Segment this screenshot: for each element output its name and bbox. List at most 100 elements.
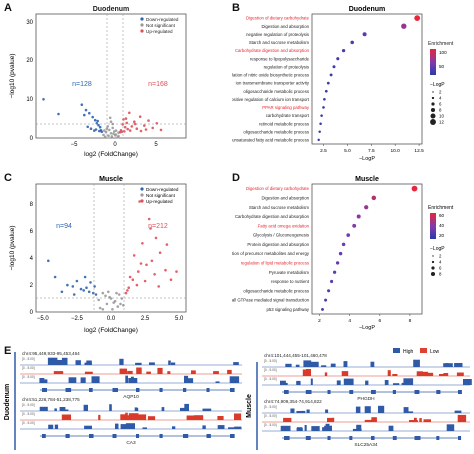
signal-peak bbox=[296, 380, 301, 385]
volcano-point bbox=[98, 125, 102, 129]
track-blocks: chr4:95,449,933-95,453,464[0 - 5.00][0 -… bbox=[20, 351, 472, 448]
svg-text:−5: −5 bbox=[71, 142, 79, 148]
signal-peak bbox=[454, 363, 463, 367]
size-legend-label: 6 bbox=[439, 102, 442, 107]
volcano-point bbox=[108, 116, 112, 120]
term-label: carbohydrate transport bbox=[266, 113, 310, 118]
signal-peak bbox=[48, 424, 54, 429]
svg-text:Up-regulated: Up-regulated bbox=[146, 29, 173, 34]
term-label: response to lipopolysaccharide bbox=[250, 56, 310, 61]
enrichment-point bbox=[320, 114, 323, 117]
gene-exon bbox=[349, 390, 354, 394]
size-legend-label: 10 bbox=[439, 114, 444, 119]
volcano-point bbox=[125, 121, 129, 125]
term-label: Digestion of dietary carbohydrate bbox=[246, 186, 310, 191]
volcano-point bbox=[98, 306, 102, 310]
volcano-point bbox=[169, 278, 173, 281]
enrich-d-terms: Digestion of dietary carbohydrate Digesti… bbox=[232, 186, 310, 312]
volcano-a-points bbox=[42, 98, 163, 139]
svg-text:Enrichment: Enrichment bbox=[428, 41, 454, 47]
volcano-point bbox=[135, 283, 139, 287]
volcano-point bbox=[149, 227, 152, 230]
volcano-point bbox=[60, 290, 64, 294]
track-locus: chr4:51,226,784-51,238,775 bbox=[22, 397, 80, 402]
volcano-c-yticks: 0 2 4 6 8 bbox=[30, 202, 34, 316]
signal-peak bbox=[310, 378, 313, 385]
gene-exon bbox=[42, 434, 46, 438]
track-scale: [0 - 5.00] bbox=[22, 366, 35, 370]
volcano-point bbox=[101, 291, 105, 295]
track-scale: [0 - 5.00] bbox=[264, 377, 277, 381]
track-scale: [0 - 5.00] bbox=[22, 357, 35, 361]
term-label: Digestion and absorption bbox=[261, 24, 309, 29]
signal-peak bbox=[280, 425, 291, 431]
volcano-point bbox=[143, 279, 147, 283]
track-scale: [0 - 5.00] bbox=[22, 375, 35, 379]
signal-peak bbox=[309, 361, 319, 367]
enrich-b-terms: Digestion of dietary carbohydrate Digesti… bbox=[232, 16, 310, 143]
volcano-a-legend: Down-regulated Not significant Up-regula… bbox=[140, 17, 179, 34]
volcano-point bbox=[133, 120, 136, 123]
signal-peak bbox=[302, 369, 308, 376]
term-label: Protein digestion and absorption bbox=[247, 242, 309, 247]
volcano-point bbox=[98, 129, 101, 133]
volcano-c-ylabel: −log10 (pvalue) bbox=[9, 226, 16, 271]
enrich-d-xlabel: −LogP bbox=[359, 325, 375, 331]
signal-peak bbox=[115, 423, 119, 429]
gene-exon bbox=[183, 388, 187, 392]
volcano-point bbox=[110, 135, 114, 138]
signal-peak bbox=[54, 408, 57, 411]
signal-peak bbox=[42, 379, 48, 383]
signal-peak bbox=[296, 428, 303, 431]
signal-peak bbox=[161, 407, 165, 411]
svg-text:20: 20 bbox=[26, 58, 33, 64]
volcano-point bbox=[85, 286, 88, 289]
volcano-a-xlabel: log2 (FoldChange) bbox=[84, 151, 138, 158]
enrich-b-title: Duodenum bbox=[349, 6, 386, 13]
signal-peak bbox=[130, 376, 134, 383]
track-locus: chr4:74,909,354-74,914,822 bbox=[264, 399, 322, 404]
signal-peak bbox=[61, 414, 71, 420]
enrichment-point bbox=[317, 138, 320, 142]
signal-peak bbox=[217, 416, 224, 420]
enrichment-point bbox=[321, 307, 324, 311]
volcano-point bbox=[83, 275, 87, 279]
gene-exon bbox=[159, 388, 163, 392]
volcano-point bbox=[157, 285, 160, 288]
enrichment-plot-muscle: Muscle Digestion of dietary carbohydrate… bbox=[232, 176, 454, 331]
signal-peak bbox=[295, 364, 300, 367]
signal-peak bbox=[186, 378, 194, 383]
signal-peak bbox=[371, 417, 377, 422]
signal-peak bbox=[171, 362, 176, 365]
term-label: ion transmembrane transporter activity bbox=[236, 81, 310, 86]
x-tick-label: 2.5 bbox=[141, 316, 150, 322]
gene-exon bbox=[305, 436, 311, 440]
signal-peak bbox=[202, 425, 206, 429]
volcano-point bbox=[121, 123, 124, 126]
signal-peak bbox=[98, 414, 101, 420]
volcano-point bbox=[66, 283, 69, 287]
signal-peak bbox=[446, 424, 455, 431]
term-label: positive regulation of small GTPase medi… bbox=[232, 298, 310, 303]
enrichment-point bbox=[371, 195, 377, 201]
volcano-point bbox=[86, 125, 89, 129]
volcano-point bbox=[135, 127, 139, 130]
signal-peak bbox=[39, 406, 48, 411]
volcano-point bbox=[145, 263, 148, 267]
x-tick-label: 2.5 bbox=[320, 148, 327, 154]
x-tick-label: 0.0 bbox=[107, 316, 116, 322]
size-legend-label: 2 bbox=[439, 90, 442, 95]
gene-exon bbox=[206, 388, 210, 392]
volcano-point bbox=[139, 262, 143, 265]
enrichment-point bbox=[356, 214, 361, 219]
signal-peak bbox=[327, 417, 334, 422]
volcano-point bbox=[175, 270, 178, 273]
svg-text:Down-regulated: Down-regulated bbox=[146, 17, 179, 22]
enrich-d-xticks: 2 4 6 8 bbox=[318, 314, 412, 324]
size-legend-label: 4 bbox=[439, 260, 442, 265]
signal-peak bbox=[330, 363, 336, 367]
y-tick-label: 8 bbox=[30, 202, 34, 208]
size-legend-label: 8 bbox=[439, 108, 442, 113]
svg-text:Not significant: Not significant bbox=[146, 23, 176, 28]
